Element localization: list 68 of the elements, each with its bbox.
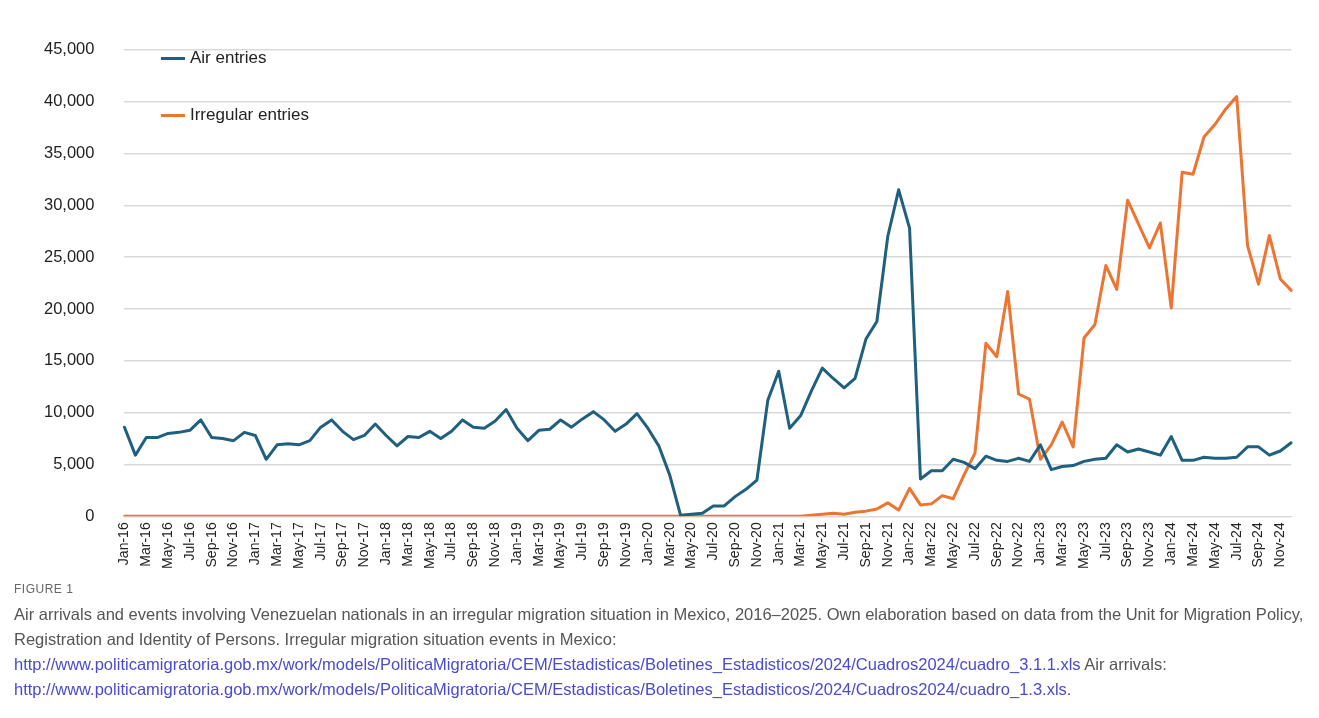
x-tick-label: Sep-22	[987, 522, 1004, 568]
y-tick-label: 5,000	[53, 454, 95, 473]
x-tick-label: Jul-19	[573, 522, 590, 561]
x-tick-label: Jan-18	[377, 522, 394, 566]
y-tick-label: 35,000	[44, 143, 95, 162]
y-tick-label: 0	[85, 505, 95, 524]
y-tick-label: 25,000	[44, 246, 95, 265]
x-tick-label: Mar-21	[791, 522, 808, 567]
legend-label: Irregular entries	[189, 105, 310, 125]
x-tick-label: May-22	[944, 522, 961, 569]
x-tick-label: Sep-19	[595, 522, 612, 568]
y-tick-label: 10,000	[44, 402, 95, 421]
x-tick-label: Sep-24	[1249, 522, 1266, 568]
x-tick-label: Sep-17	[333, 522, 350, 568]
x-tick-label: May-20	[682, 522, 699, 569]
x-tick-label: Nov-17	[355, 522, 372, 568]
y-tick-label: 30,000	[44, 194, 95, 213]
x-tick-label: Jul-16	[180, 522, 197, 561]
x-tick-label: Jan-17	[246, 522, 263, 566]
x-tick-label: Nov-22	[1009, 522, 1026, 568]
legend-label: Air entries	[189, 48, 267, 68]
x-tick-label: Sep-18	[464, 522, 481, 568]
x-tick-label: Jan-22	[900, 522, 917, 566]
x-tick-label: Sep-23	[1118, 522, 1135, 568]
y-tick-label: 15,000	[44, 350, 95, 369]
x-tick-label: Jul-23	[1096, 522, 1113, 561]
x-tick-label: Sep-20	[725, 522, 742, 568]
x-tick-label: May-17	[289, 522, 306, 569]
x-tick-label: Nov-20	[747, 522, 764, 568]
x-tick-label: Nov-24	[1271, 522, 1288, 568]
x-tick-label: Jan-20	[638, 522, 655, 566]
x-tick-label: Mar-22	[922, 522, 939, 567]
x-tick-label: Sep-16	[202, 522, 219, 568]
x-tick-label: Jan-19	[507, 522, 524, 566]
x-tick-label: May-19	[551, 522, 568, 569]
x-tick-label: May-18	[420, 522, 437, 569]
x-tick-label: Jul-20	[704, 522, 721, 561]
x-tick-label: Mar-17	[267, 522, 284, 567]
x-tick-label: Mar-19	[529, 522, 546, 567]
x-tick-label: May-24	[1205, 522, 1222, 569]
x-tick-label: Jul-24	[1227, 522, 1244, 561]
y-tick-label: 20,000	[44, 298, 95, 317]
x-tick-label: Nov-19	[616, 522, 633, 568]
x-tick-label: Nov-21	[878, 522, 895, 568]
x-tick-label: May-23	[1074, 522, 1091, 569]
x-tick-label: Jul-22	[965, 522, 982, 561]
x-tick-label: Jan-21	[769, 522, 786, 566]
x-tick-label: Jan-23	[1031, 522, 1048, 566]
x-tick-label: Mar-20	[660, 522, 677, 567]
caption: FIGURE 1	[14, 582, 75, 596]
x-tick-label: Mar-24	[1183, 522, 1200, 567]
text: Air arrivals and events involving Venezuelan nationals in an irregular migration situation in Mexico, 2016–2025. Own elaboration based on data from the Unit for Migration Policy, Registration and Identity of Persons. Irregular migration situation events in Mexico: http://www.politicamigratoria.gob.mx/work/models/PoliticaMigratoria/CEM/Estadisticas/Boletines_Estadisticos/2024/Cuadros2024/cuadro_3.1.1.xls Air arrivals: http://www.politicamigratoria.gob.mx/work/models/PoliticaMigratoria/CEM/Estadisticas/Boletines_Estadisticos/2024/Cuadros2024/cuadro_1.3.xls.	[14, 604, 1304, 700]
x-tick-label: Jul-21	[834, 522, 851, 561]
x-tick-label: Mar-18	[398, 522, 415, 567]
y-tick-label: 40,000	[44, 91, 95, 110]
x-tick-label: Jul-18	[442, 522, 459, 561]
x-tick-label: Nov-16	[224, 522, 241, 568]
x-tick-label: Jan-16	[115, 522, 132, 566]
x-tick-label: Jul-17	[311, 522, 328, 561]
x-tick-label: Mar-23	[1053, 522, 1070, 567]
x-tick-label: Sep-21	[856, 522, 873, 568]
x-tick-label: Mar-16	[137, 522, 154, 567]
x-tick-label: Jan-24	[1162, 522, 1179, 566]
x-tick-label: May-16	[158, 522, 175, 569]
x-tick-label: May-21	[813, 522, 830, 569]
y-tick-label: 45,000	[44, 39, 95, 58]
x-tick-label: Nov-23	[1140, 522, 1157, 568]
x-tick-label: Nov-18	[486, 522, 503, 568]
